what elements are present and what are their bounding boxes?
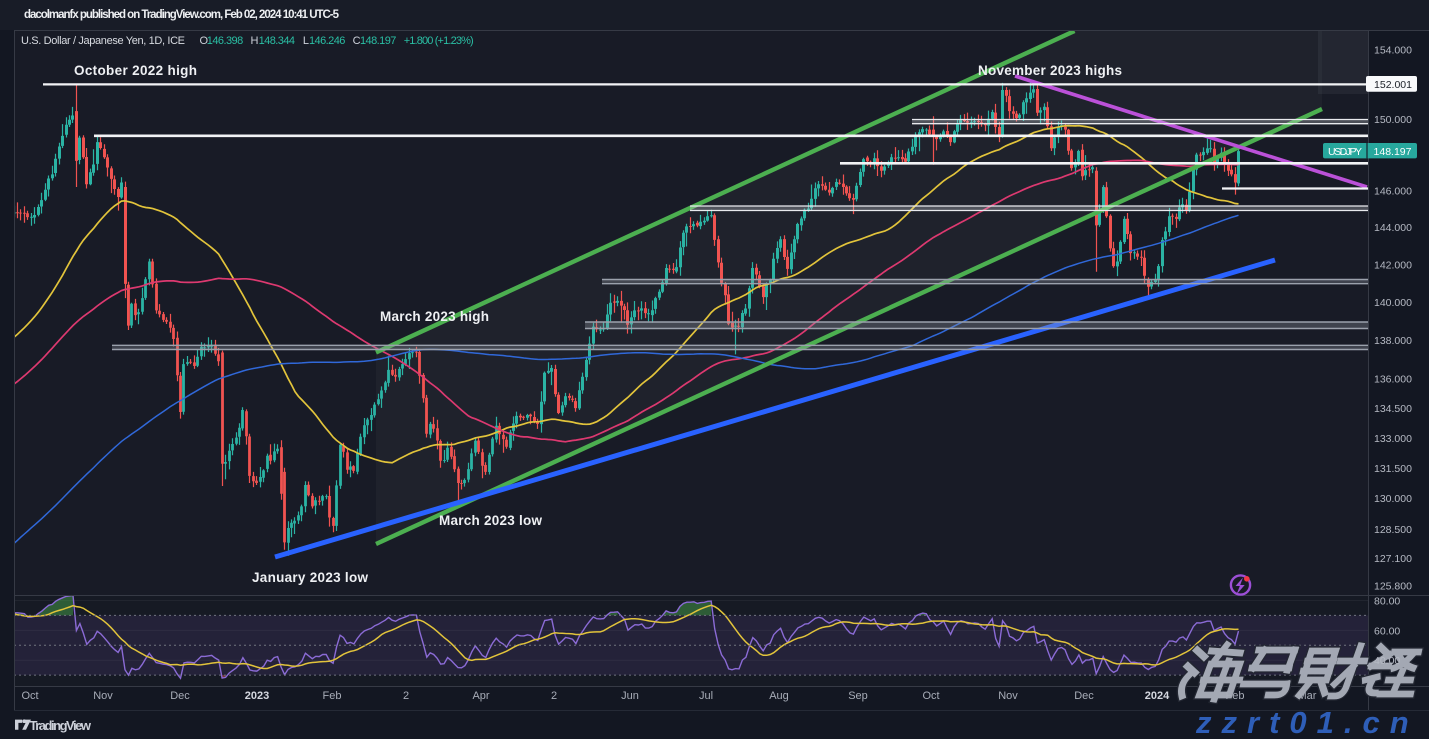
svg-text:Aug: Aug xyxy=(769,690,789,702)
svg-text:131.500: 131.500 xyxy=(1374,463,1412,475)
svg-text:dacolmanfx published on Tradin: dacolmanfx published on TradingView.com,… xyxy=(24,9,340,21)
svg-text:2023: 2023 xyxy=(245,690,269,702)
svg-text:2: 2 xyxy=(551,690,557,702)
svg-text:Apr: Apr xyxy=(472,690,489,702)
svg-text:Jul: Jul xyxy=(699,690,713,702)
svg-text:January 2023 low: January 2023 low xyxy=(252,570,368,585)
svg-text:152.001: 152.001 xyxy=(1374,79,1412,91)
svg-text:Nov: Nov xyxy=(998,690,1018,702)
svg-text:127.100: 127.100 xyxy=(1374,553,1412,565)
svg-text:148.197: 148.197 xyxy=(1374,146,1412,158)
svg-text:80.00: 80.00 xyxy=(1374,596,1400,608)
svg-text:O: O xyxy=(200,35,209,47)
svg-text:U.S. Dollar / Japanese Yen, 1D: U.S. Dollar / Japanese Yen, 1D, ICE xyxy=(21,35,185,47)
svg-text:148.197: 148.197 xyxy=(360,35,396,47)
svg-text:140.000: 140.000 xyxy=(1374,297,1412,309)
svg-text:TradingView: TradingView xyxy=(30,718,92,733)
svg-text:October 2022 high: October 2022 high xyxy=(74,63,197,78)
svg-text:133.000: 133.000 xyxy=(1374,433,1412,445)
svg-text:Dec: Dec xyxy=(170,690,190,702)
svg-text:Jun: Jun xyxy=(621,690,639,702)
svg-text:150.000: 150.000 xyxy=(1374,114,1412,126)
svg-text:zzrt01.cn: zzrt01.cn xyxy=(1195,705,1419,739)
svg-text:Feb: Feb xyxy=(1226,690,1245,702)
svg-text:40.00: 40.00 xyxy=(1374,655,1400,667)
svg-text:148.344: 148.344 xyxy=(259,35,295,47)
svg-text:138.000: 138.000 xyxy=(1374,335,1412,347)
svg-text:Feb: Feb xyxy=(323,690,342,702)
svg-text:146.000: 146.000 xyxy=(1374,186,1412,198)
svg-text:136.000: 136.000 xyxy=(1374,374,1412,386)
svg-text:142.000: 142.000 xyxy=(1374,259,1412,271)
svg-text:H: H xyxy=(251,35,259,47)
svg-text:2: 2 xyxy=(403,690,409,702)
svg-text:November 2023 highs: November 2023 highs xyxy=(978,63,1122,78)
svg-text:144.000: 144.000 xyxy=(1374,222,1412,234)
svg-text:March 2023 high: March 2023 high xyxy=(380,309,489,324)
svg-text:134.500: 134.500 xyxy=(1374,403,1412,415)
svg-text:130.000: 130.000 xyxy=(1374,493,1412,505)
svg-text:128.500: 128.500 xyxy=(1374,524,1412,536)
svg-text:2024: 2024 xyxy=(1145,690,1170,702)
svg-text:C: C xyxy=(353,35,361,47)
svg-text:Oct: Oct xyxy=(922,690,939,702)
svg-text:L: L xyxy=(303,35,309,47)
svg-text:146.246: 146.246 xyxy=(309,35,345,47)
svg-text:USDJPY: USDJPY xyxy=(1328,146,1362,158)
svg-text:60.00: 60.00 xyxy=(1374,625,1400,637)
svg-text:March 2023 low: March 2023 low xyxy=(439,513,542,528)
svg-text:Nov: Nov xyxy=(93,690,113,702)
svg-text:125.800: 125.800 xyxy=(1374,580,1412,592)
svg-text:Oct: Oct xyxy=(21,690,38,702)
svg-text:154.000: 154.000 xyxy=(1374,44,1412,56)
svg-text:Sep: Sep xyxy=(848,690,868,702)
svg-text:+1.800 (+1.23%): +1.800 (+1.23%) xyxy=(404,35,474,47)
svg-text:Dec: Dec xyxy=(1074,690,1094,702)
svg-text:146.398: 146.398 xyxy=(207,35,243,47)
svg-text:Mar: Mar xyxy=(1298,690,1317,702)
